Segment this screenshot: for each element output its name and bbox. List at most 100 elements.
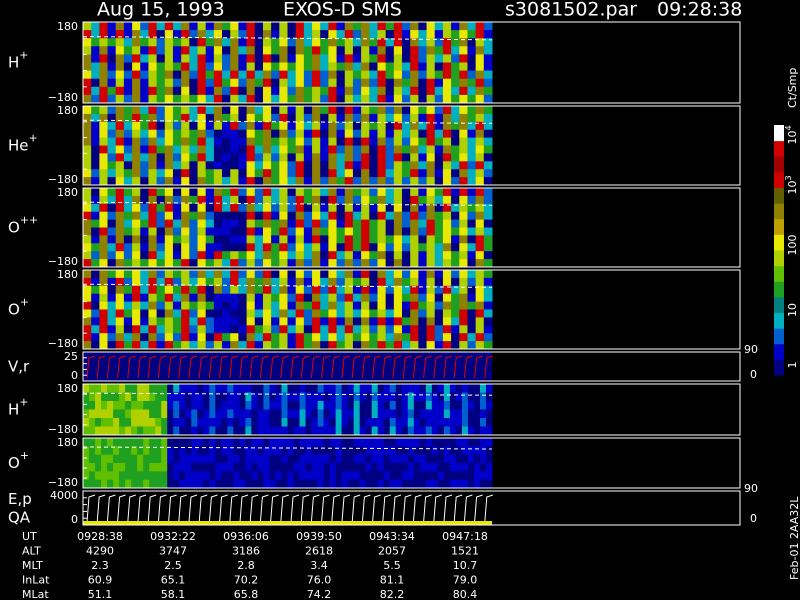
spectrogram-cell — [191, 471, 198, 481]
spectrogram-cell — [475, 113, 485, 123]
spectrogram-cell — [385, 219, 395, 228]
spectrogram-cell — [434, 243, 444, 252]
spectrogram-cell — [312, 309, 321, 318]
spectrogram-cell — [238, 145, 248, 154]
spectrogram-cell — [185, 418, 192, 427]
spectrogram-cell — [295, 235, 305, 244]
spectrogram-cell — [99, 251, 109, 260]
spectrogram-cell — [189, 22, 199, 31]
spectrogram-cell — [451, 169, 460, 178]
spectrogram-cell — [418, 153, 428, 162]
spectrogram-cell — [383, 401, 391, 410]
spectrogram-cell — [383, 479, 391, 489]
spectrogram-cell — [483, 293, 493, 303]
spectrogram-cell — [303, 195, 313, 205]
spectrogram-cell — [140, 277, 149, 287]
spectrogram-cell — [164, 341, 174, 350]
spectrogram-cell — [385, 46, 395, 55]
spectrogram-cell — [185, 446, 192, 456]
spectrogram-cell — [410, 121, 419, 131]
spectrogram-cell — [311, 401, 319, 410]
spectrogram-cell — [123, 30, 133, 39]
spectrogram-cell — [402, 333, 411, 342]
spectrogram-cell — [239, 471, 246, 481]
spectrogram-cell — [221, 418, 228, 427]
spectrogram-cell — [449, 384, 457, 393]
spectrogram-cell — [155, 426, 162, 436]
spectrogram-cell — [172, 301, 182, 310]
spectrogram-cell — [361, 341, 370, 350]
spectrogram-cell — [369, 333, 378, 342]
spectrogram-cell — [254, 251, 264, 260]
spectrogram-cell — [181, 243, 190, 252]
spectrogram-cell — [254, 70, 264, 80]
spectrogram-cell — [181, 169, 190, 178]
spectrogram-cell — [123, 129, 133, 139]
spectrogram-cell — [377, 70, 387, 80]
spectrogram-cell — [320, 301, 329, 310]
spectrogram-cell — [336, 113, 346, 123]
spectrogram-cell — [467, 384, 475, 393]
spectrogram-cell — [377, 454, 385, 464]
spectrogram-cell — [123, 259, 133, 268]
spectrogram-cell — [164, 219, 174, 228]
spectrogram-cell — [115, 161, 125, 170]
spectrogram-cell — [230, 54, 239, 63]
spectrogram-cell — [279, 309, 288, 318]
spectrogram-cell — [172, 309, 182, 318]
spectrogram-cell — [295, 38, 305, 47]
spectrogram-cell — [475, 62, 485, 72]
spectrogram-cell — [246, 285, 256, 295]
spectrogram-cell — [385, 227, 395, 236]
spectrogram-cell — [393, 177, 403, 186]
spectrogram-cell — [197, 121, 207, 131]
spectrogram-cell — [275, 454, 282, 464]
spectrogram-cell — [181, 121, 190, 131]
spectrogram-cell — [172, 270, 182, 279]
spectrogram-cell — [132, 195, 141, 205]
panel-frame — [82, 383, 741, 436]
spectrogram-cell — [172, 219, 182, 228]
spectrogram-cell — [99, 219, 109, 228]
trace — [321, 494, 330, 523]
spectrogram-cell — [205, 195, 215, 205]
spectrogram-cell — [407, 471, 415, 481]
spectrogram-cell — [156, 259, 166, 268]
spectrogram-cell — [426, 145, 436, 154]
spectrogram-cell — [221, 454, 228, 464]
spectrogram-cell — [317, 409, 325, 419]
spectrogram-cell — [449, 438, 457, 447]
spectrogram-cell — [336, 203, 346, 213]
spectrogram-cell — [222, 277, 231, 287]
file: s3081502.par — [505, 0, 637, 21]
footer-label: UT — [22, 530, 37, 543]
spectrogram-cell — [410, 169, 419, 178]
spectrogram-cell — [238, 235, 248, 244]
spectrogram-cell — [344, 243, 354, 252]
spectrogram-cell — [425, 471, 433, 481]
spectrogram-cell — [123, 341, 133, 350]
spectrogram-cell — [254, 211, 264, 221]
spectrogram-cell — [344, 137, 354, 146]
spectrogram-cell — [393, 235, 403, 244]
spectrogram-cell — [418, 54, 428, 63]
spectrogram-cell — [475, 188, 485, 197]
spectrogram-cell — [197, 277, 207, 287]
spectrogram-cell — [222, 188, 231, 197]
spectrogram-cell — [185, 401, 192, 410]
spectrogram-cell — [205, 285, 215, 295]
spectrogram-cell — [377, 195, 387, 205]
spectrogram-cell — [213, 106, 223, 115]
trace-bg — [83, 491, 492, 525]
spectrogram-cell — [347, 418, 355, 427]
spectrogram-cell — [459, 94, 468, 104]
spectrogram-cell — [271, 341, 280, 350]
colorbar-unit: Ct/Smp — [786, 68, 799, 108]
colorbar-cell — [774, 296, 784, 313]
spectrogram-cell — [99, 169, 109, 178]
spectrogram-cell — [369, 46, 378, 55]
spectrogram-cell — [197, 438, 204, 447]
spectrogram-cell — [393, 188, 403, 197]
spectrogram-cell — [393, 129, 403, 139]
spectrogram-cell — [254, 270, 264, 279]
